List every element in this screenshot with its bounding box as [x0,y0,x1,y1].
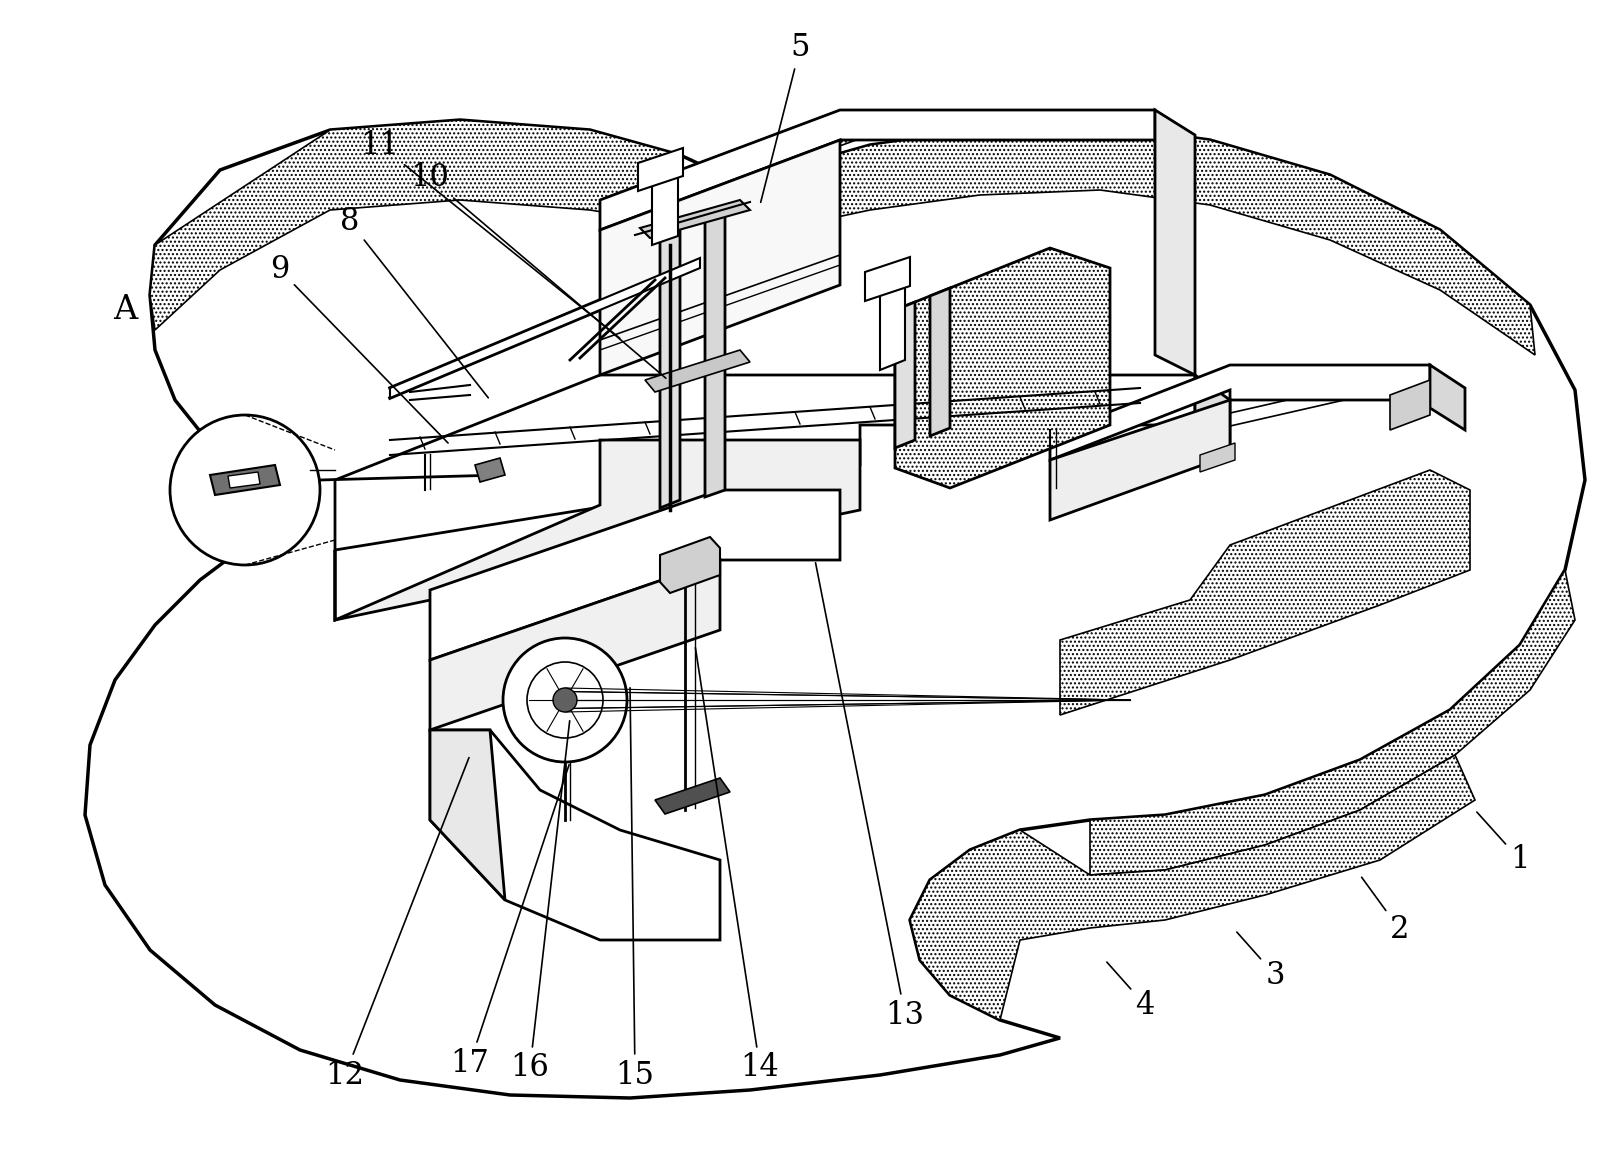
Polygon shape [1050,365,1430,460]
Text: 11: 11 [360,130,620,338]
Text: 16: 16 [511,721,570,1084]
Text: 9: 9 [271,255,448,443]
Polygon shape [645,350,749,392]
Polygon shape [210,465,280,495]
Polygon shape [335,440,860,620]
Polygon shape [335,376,1194,551]
Polygon shape [227,472,259,488]
Polygon shape [1050,400,1230,520]
Polygon shape [881,275,905,370]
Circle shape [552,688,576,712]
Polygon shape [1060,471,1470,715]
Text: A: A [114,294,138,326]
Text: 10: 10 [410,162,666,378]
Polygon shape [391,258,700,398]
Text: 17: 17 [450,765,568,1079]
Text: 5: 5 [760,32,810,203]
Polygon shape [639,148,684,191]
Polygon shape [655,778,730,814]
Polygon shape [600,110,1194,220]
Polygon shape [1430,365,1465,430]
Polygon shape [660,537,720,593]
Circle shape [527,662,604,738]
Polygon shape [150,121,680,330]
Polygon shape [431,490,841,659]
Polygon shape [895,302,916,449]
Polygon shape [865,257,909,301]
Text: 12: 12 [325,758,469,1091]
Polygon shape [600,110,1154,229]
Text: 4: 4 [1106,962,1154,1021]
Circle shape [170,415,320,564]
Polygon shape [431,730,504,901]
Polygon shape [431,560,720,730]
Polygon shape [1090,570,1575,875]
Polygon shape [85,121,1585,1098]
Polygon shape [652,166,677,245]
Text: 14: 14 [695,648,780,1084]
Polygon shape [660,228,680,508]
Polygon shape [475,458,504,482]
Text: 3: 3 [1238,932,1284,991]
Polygon shape [1201,443,1234,472]
Polygon shape [895,248,1109,488]
Polygon shape [640,201,749,238]
Circle shape [503,637,628,761]
Text: 13: 13 [815,563,924,1030]
Polygon shape [1390,380,1430,430]
Text: 2: 2 [1361,877,1410,946]
Polygon shape [1154,110,1194,376]
Text: 15: 15 [615,687,655,1091]
Text: 8: 8 [341,206,488,398]
Polygon shape [1194,376,1230,455]
Text: 1: 1 [1476,812,1529,875]
Polygon shape [431,730,720,940]
Polygon shape [600,140,841,376]
Polygon shape [909,755,1475,1020]
Polygon shape [930,287,949,436]
Polygon shape [744,125,1535,355]
Polygon shape [704,213,725,497]
